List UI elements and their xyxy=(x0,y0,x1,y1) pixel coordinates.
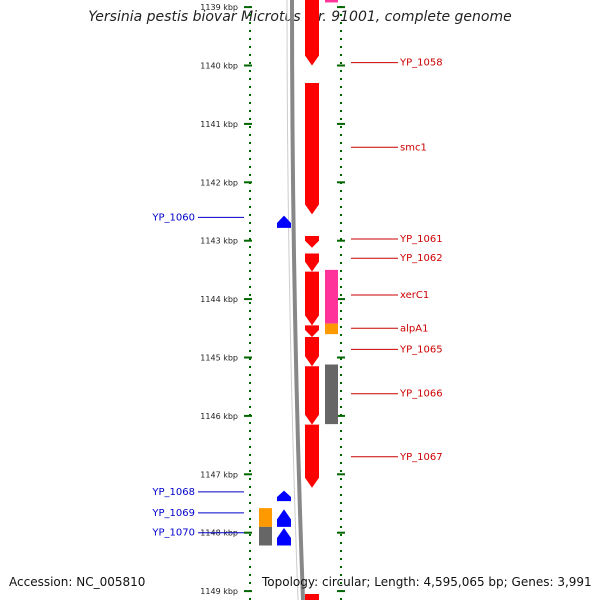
accession-value: NC_005810 xyxy=(76,575,146,589)
scale-tick-label: 1144 kbp xyxy=(200,295,238,304)
forward-cds-arrow xyxy=(305,325,319,338)
orange-feature-block xyxy=(259,508,272,527)
accession-info: Accession: NC_005810 xyxy=(9,575,145,589)
genes-value: 3,991 xyxy=(557,575,592,589)
forward-cds-arrow xyxy=(305,594,319,600)
map-title: Yersinia pestis biovar Microtus str. 910… xyxy=(88,9,512,25)
forward-gene-label: xerC1 xyxy=(400,290,429,301)
reverse-gene-label: YP_1069 xyxy=(151,508,195,519)
forward-cds-arrow xyxy=(305,271,319,326)
gray-feature-block xyxy=(325,364,338,425)
scale-tick-label: 1149 kbp xyxy=(200,587,238,596)
gray-feature-block xyxy=(259,526,272,546)
reverse-cds-arrow xyxy=(277,215,291,228)
scale-tick-label: 1142 kbp xyxy=(200,178,238,187)
forward-cds-arrow xyxy=(305,366,319,425)
forward-gene-label: smc1 xyxy=(400,142,427,153)
orange-feature-block xyxy=(325,323,338,335)
forward-cds-arrow xyxy=(305,83,319,215)
magenta-feature-block xyxy=(325,0,338,3)
backbone-axis xyxy=(290,0,305,600)
forward-gene-label: YP_1066 xyxy=(399,389,443,400)
reverse-cds-arrow xyxy=(277,528,291,546)
reverse-cds-arrow xyxy=(277,509,291,527)
scale-tick-label: 1146 kbp xyxy=(200,412,238,421)
reverse-gene-label: YP_1070 xyxy=(151,528,195,539)
genes-label: Genes: xyxy=(511,575,554,589)
length-label: Length: xyxy=(374,575,420,589)
reverse-cds-arrow xyxy=(277,490,291,502)
scale-tick-label: 1140 kbp xyxy=(200,62,238,71)
forward-cds-arrow xyxy=(305,337,319,367)
topology-value: circular xyxy=(321,575,367,589)
backbone-shadow xyxy=(286,0,299,600)
magenta-feature-block xyxy=(325,269,338,324)
forward-cds-arrow xyxy=(305,424,319,488)
reverse-gene-label: YP_1068 xyxy=(151,487,195,498)
scale-tick-label: 1147 kbp xyxy=(200,470,238,479)
forward-cds-arrow xyxy=(305,0,319,66)
scale-tick-label: 1139 kbp xyxy=(200,3,238,12)
scale-tick-label: 1143 kbp xyxy=(200,237,238,246)
forward-gene-label: YP_1067 xyxy=(399,452,443,463)
scale-tick-label: 1141 kbp xyxy=(200,120,238,129)
genome-stats: Topology: circular; Length: 4,595,065 bp… xyxy=(262,575,592,589)
forward-cds-arrow xyxy=(305,253,319,272)
forward-gene-label: YP_1062 xyxy=(399,253,443,264)
scale-tick-label: 1145 kbp xyxy=(200,354,238,363)
forward-gene-label: YP_1065 xyxy=(399,344,443,355)
forward-cds-arrow xyxy=(305,236,319,248)
length-value: 4,595,065 bp xyxy=(423,575,504,589)
topology-label: Topology: xyxy=(262,575,319,589)
forward-gene-label: YP_1061 xyxy=(399,234,443,245)
forward-gene-label: YP_1058 xyxy=(399,58,443,69)
forward-gene-label: alpA1 xyxy=(400,323,428,334)
reverse-gene-label: YP_1060 xyxy=(151,212,195,223)
accession-label: Accession: xyxy=(9,575,73,589)
